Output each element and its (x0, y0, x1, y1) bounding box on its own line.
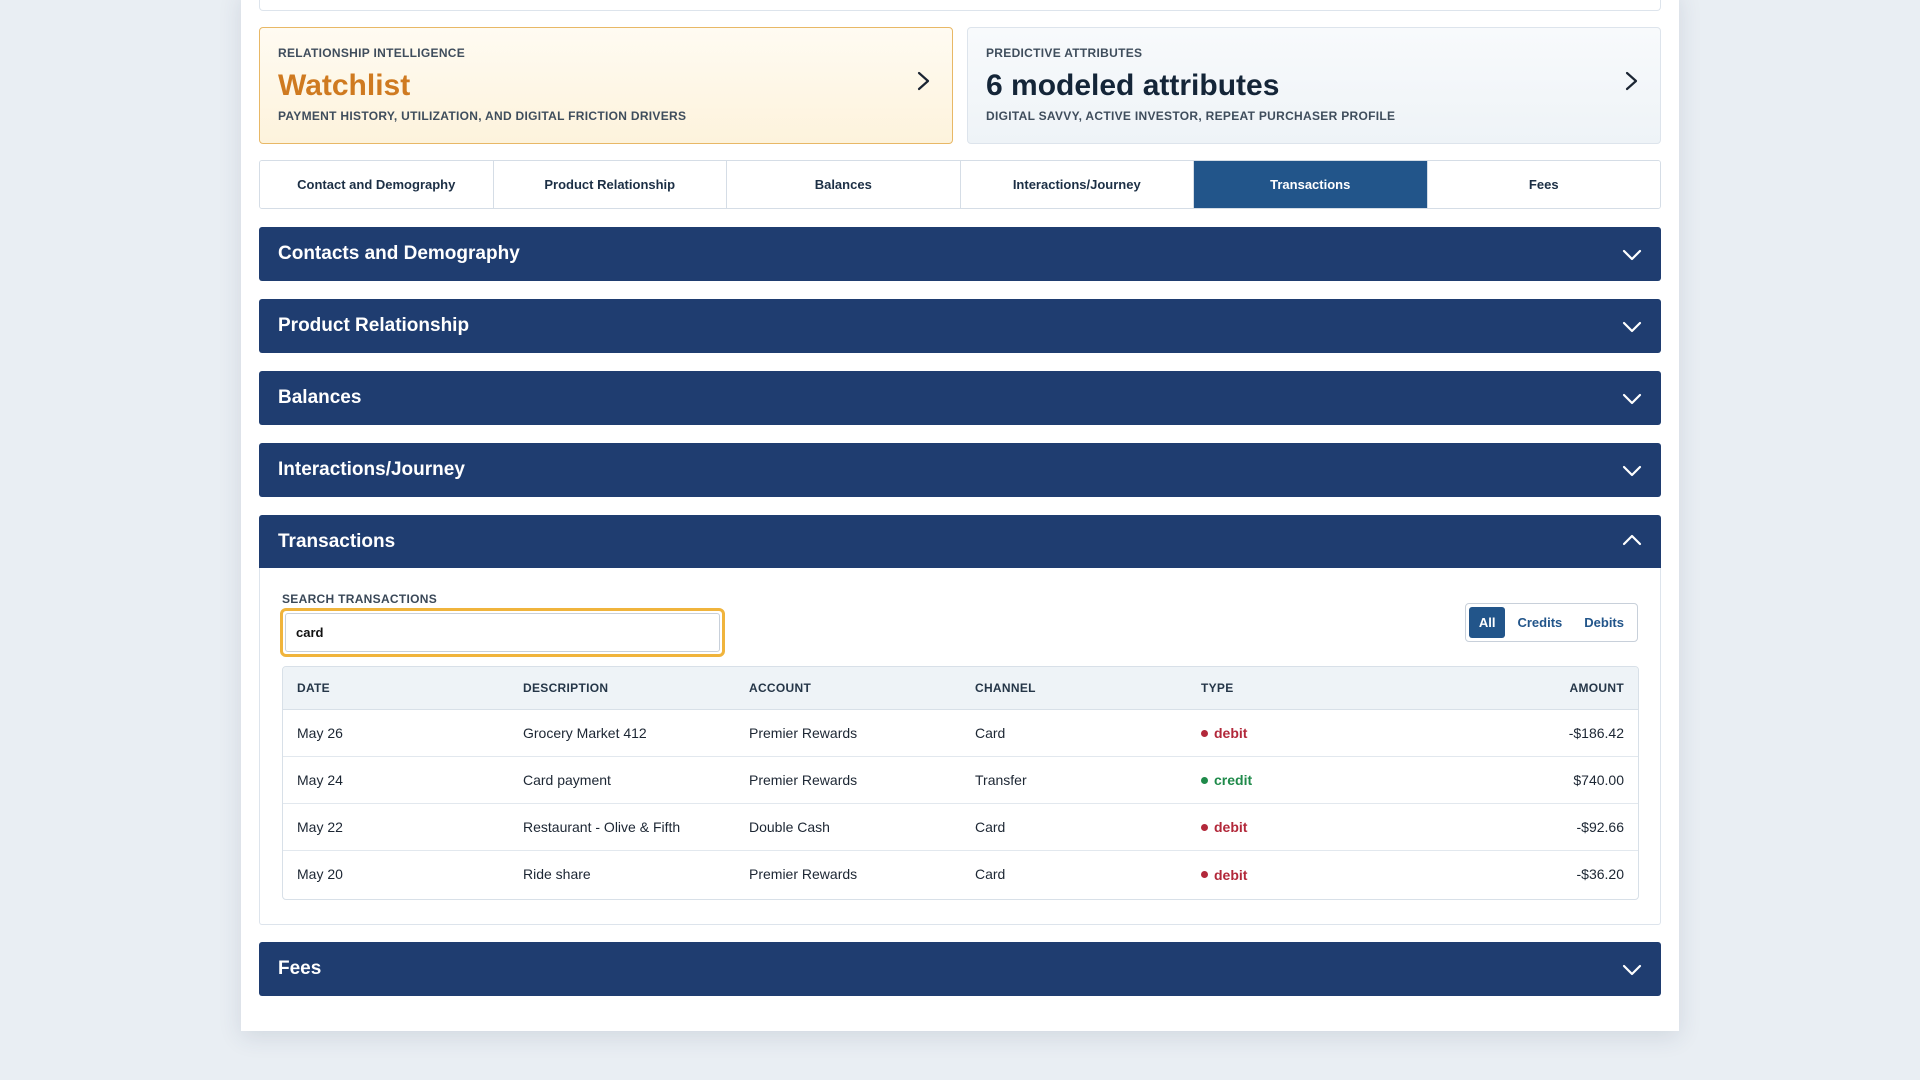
chevron-down-icon (1622, 249, 1642, 261)
filter-debits-button[interactable]: Debits (1584, 615, 1624, 630)
cell-account: Premier Rewards (749, 865, 858, 882)
type-badge: credit (1201, 772, 1252, 788)
cell-type: credit (1187, 756, 1413, 804)
table-row[interactable]: May 26 Grocery Market 412 Premier Reward… (283, 709, 1638, 757)
chevron-down-icon (1622, 393, 1642, 405)
filter-credits-button[interactable]: Credits (1517, 615, 1563, 630)
cell-description: Ride share (523, 865, 591, 882)
card-title: 6 modeled attributes (986, 69, 1280, 102)
cell-description: Grocery Market 412 (509, 709, 735, 757)
cell-amount: -$186.42 (1413, 709, 1638, 757)
cell-amount: -$36.20 (1576, 865, 1624, 882)
table-row[interactable]: May 20 Ride share Premier Rewards Card d… (283, 850, 1638, 897)
page-container: RELATIONSHIP INTELLIGENCE Watchlist PAYM… (241, 0, 1679, 1031)
cell-description: Restaurant - Olive & Fifth (509, 803, 735, 851)
tab-interactions-journey[interactable]: Interactions/Journey (960, 161, 1194, 208)
type-label: debit (1214, 866, 1248, 883)
cell-channel: Card (961, 709, 1187, 757)
cell-channel: Card (961, 803, 1187, 851)
search-focus-ring (280, 608, 725, 657)
cell-type: debit (1187, 850, 1413, 897)
tab-fees[interactable]: Fees (1427, 161, 1660, 208)
accordion-transactions[interactable]: Transactions (259, 515, 1661, 569)
tab-transactions[interactable]: Transactions (1194, 161, 1428, 208)
card-kicker: RELATIONSHIP INTELLIGENCE (278, 46, 466, 60)
chevron-up-icon (1622, 534, 1642, 546)
table-row[interactable]: May 24 Card payment Premier Rewards Tran… (283, 756, 1638, 804)
accordion-balances[interactable]: Balances (259, 371, 1661, 425)
card-subtitle: PAYMENT HISTORY, UTILIZATION, AND DIGITA… (278, 109, 687, 123)
cell-date: May 22 (283, 803, 509, 851)
type-label: debit (1214, 725, 1248, 742)
cell-account: Premier Rewards (735, 756, 961, 804)
cell-amount: -$92.66 (1413, 803, 1638, 851)
card-kicker: PREDICTIVE ATTRIBUTES (986, 46, 1143, 60)
cell-channel: Card (975, 865, 1006, 882)
transactions-table: DATE DESCRIPTION ACCOUNT CHANNEL TYPE AM… (282, 666, 1639, 900)
status-dot-icon (1201, 823, 1208, 831)
tab-balances[interactable]: Balances (727, 161, 961, 208)
table-row[interactable]: May 22 Restaurant - Olive & Fifth Double… (283, 803, 1638, 851)
chevron-right-icon[interactable] (1620, 70, 1642, 92)
status-dot-icon (1201, 871, 1208, 878)
tab-contact-and-demography[interactable]: Contact and Demography (260, 161, 494, 208)
accordion-title: Transactions (278, 531, 396, 552)
accordion-contacts-and-demography[interactable]: Contacts and Demography (259, 227, 1661, 281)
cell-date: May 26 (283, 709, 509, 757)
tab-product-relationship[interactable]: Product Relationship (493, 161, 727, 208)
search-label: SEARCH TRANSACTIONS (282, 592, 438, 606)
top-panel-edge (259, 0, 1661, 11)
column-header-date[interactable]: DATE (283, 667, 509, 710)
card-subtitle: DIGITAL SAVVY, ACTIVE INVESTOR, REPEAT P… (986, 109, 1396, 123)
type-label: credit (1214, 772, 1253, 789)
section-tabs: Contact and Demography Product Relations… (259, 160, 1661, 209)
type-badge: debit (1201, 819, 1247, 835)
cell-amount: $740.00 (1413, 756, 1638, 804)
accordion-interactions-journey[interactable]: Interactions/Journey (259, 443, 1661, 497)
accordion-product-relationship[interactable]: Product Relationship (259, 299, 1661, 353)
accordion-title: Balances (278, 387, 362, 408)
predictive-attributes-card[interactable]: PREDICTIVE ATTRIBUTES 6 modeled attribut… (967, 27, 1661, 144)
type-badge: debit (1201, 867, 1247, 883)
chevron-down-icon (1622, 321, 1642, 333)
accordion-title: Contacts and Demography (278, 243, 520, 264)
column-header-description[interactable]: DESCRIPTION (509, 667, 735, 710)
chevron-down-icon (1622, 465, 1642, 477)
column-header-amount[interactable]: AMOUNT (1413, 667, 1638, 710)
accordion-fees[interactable]: Fees (259, 942, 1661, 996)
cell-type: debit (1187, 803, 1413, 851)
column-header-account[interactable]: ACCOUNT (735, 667, 961, 710)
cell-account: Premier Rewards (735, 709, 961, 757)
type-badge: debit (1201, 725, 1247, 741)
column-header-type[interactable]: TYPE (1187, 667, 1413, 710)
search-transactions-input[interactable] (285, 613, 720, 652)
transactions-panel: SEARCH TRANSACTIONS All Credits Debits D… (259, 568, 1661, 925)
type-filter: All Credits Debits (1464, 603, 1638, 642)
card-title: Watchlist (278, 69, 411, 102)
relationship-intelligence-card[interactable]: RELATIONSHIP INTELLIGENCE Watchlist PAYM… (259, 27, 953, 144)
accordion-title: Fees (278, 958, 322, 979)
filter-all-button[interactable]: All (1468, 607, 1506, 638)
column-header-channel[interactable]: CHANNEL (961, 667, 1187, 710)
cell-date: May 24 (283, 756, 509, 804)
cell-date: May 20 (297, 865, 343, 882)
status-dot-icon (1201, 729, 1208, 737)
cell-description: Card payment (509, 756, 735, 804)
status-dot-icon (1201, 776, 1208, 784)
chevron-right-icon[interactable] (912, 70, 934, 92)
accordion-title: Interactions/Journey (278, 459, 465, 480)
table-header-row: DATE DESCRIPTION ACCOUNT CHANNEL TYPE AM… (283, 667, 1638, 710)
cell-channel: Transfer (961, 756, 1187, 804)
accordion-title: Product Relationship (278, 315, 470, 336)
type-label: debit (1214, 819, 1248, 836)
cell-type: debit (1187, 709, 1413, 757)
chevron-down-icon (1622, 964, 1642, 976)
cell-account: Double Cash (735, 803, 961, 851)
